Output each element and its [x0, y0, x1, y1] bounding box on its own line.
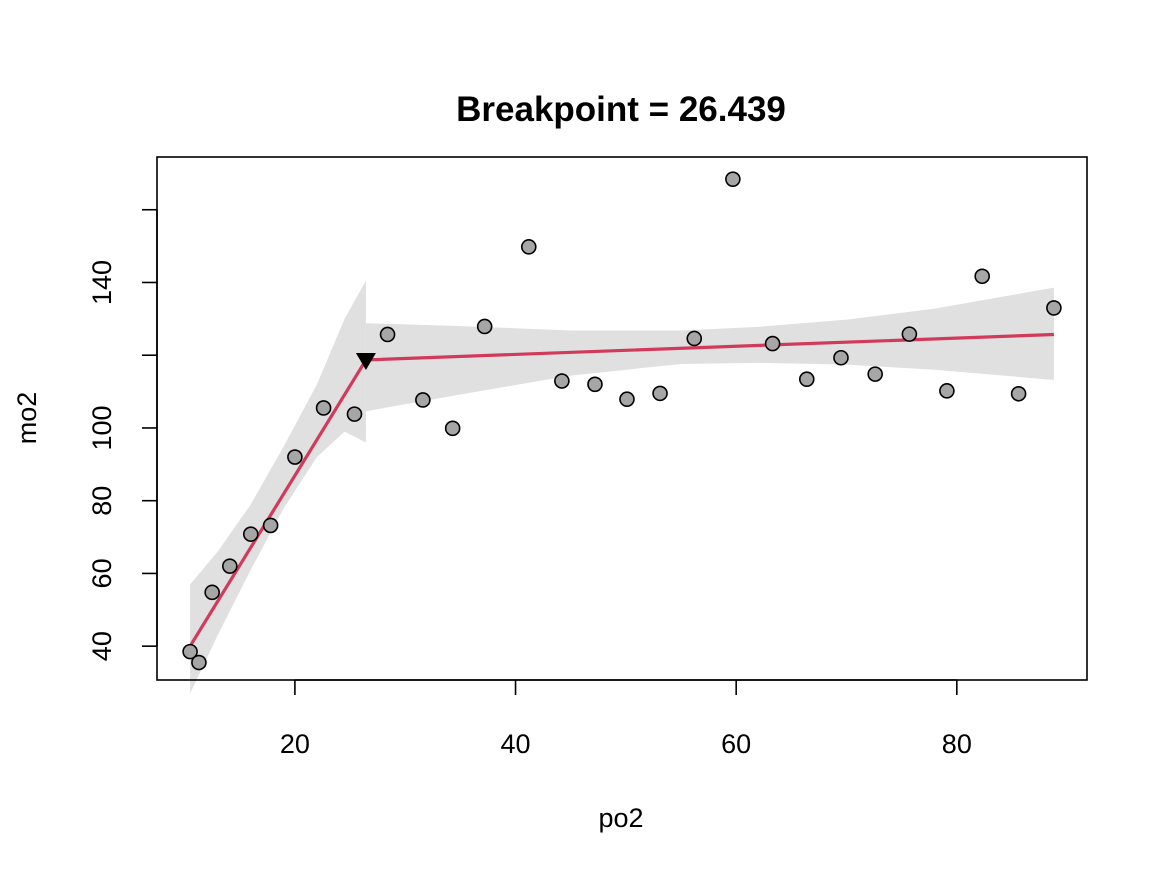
data-point: [204, 584, 220, 601]
x-axis: 20 40 60 80: [280, 679, 972, 759]
confidence-band: [190, 280, 1054, 694]
data-point: [415, 392, 431, 408]
data-point: [798, 371, 815, 388]
data-point: [939, 383, 955, 399]
chart-title: Breakpoint = 26.439: [456, 90, 786, 129]
x-tick-label: 20: [280, 729, 310, 759]
data-point: [444, 420, 461, 437]
breakpoint-marker: [355, 352, 376, 370]
x-tick-label: 40: [501, 729, 531, 759]
data-point: [191, 654, 207, 671]
data-point: [182, 643, 198, 660]
y-tick-label: 80: [87, 486, 117, 516]
data-point: [346, 406, 363, 422]
data-point: [315, 400, 332, 416]
data-points: [182, 171, 1062, 671]
y-tick-label: 40: [87, 631, 117, 661]
data-point: [1046, 300, 1062, 316]
data-point: [287, 449, 303, 465]
breakpoint-marker-layer: [355, 352, 376, 370]
x-axis-label: po2: [598, 803, 643, 833]
confidence-band-segment-1: [190, 280, 366, 694]
y-tick-label: 100: [87, 405, 117, 450]
data-point: [262, 517, 279, 534]
data-point: [901, 326, 918, 342]
data-point: [554, 373, 570, 389]
plot-frame: [156, 156, 1088, 681]
y-axis-label: mo2: [12, 392, 42, 445]
data-point: [974, 268, 990, 285]
data-point: [764, 335, 781, 352]
data-point: [686, 330, 703, 347]
data-point: [1010, 385, 1027, 402]
data-point: [587, 376, 603, 393]
data-point: [619, 391, 635, 408]
data-point: [652, 385, 668, 402]
data-point: [867, 366, 883, 382]
y-tick-label: 140: [87, 260, 117, 305]
data-point: [379, 326, 396, 343]
data-point: [222, 558, 238, 574]
confidence-band-segment-2: [365, 287, 1054, 412]
y-axis: 40 60 80 100 140: [87, 208, 158, 661]
x-tick-label: 60: [721, 729, 751, 759]
data-point: [476, 318, 493, 335]
data-point: [833, 349, 849, 366]
data-point: [520, 239, 537, 255]
data-point: [725, 171, 741, 187]
data-point: [242, 526, 259, 542]
y-tick-label: 60: [87, 558, 117, 588]
x-tick-label: 80: [942, 729, 972, 759]
